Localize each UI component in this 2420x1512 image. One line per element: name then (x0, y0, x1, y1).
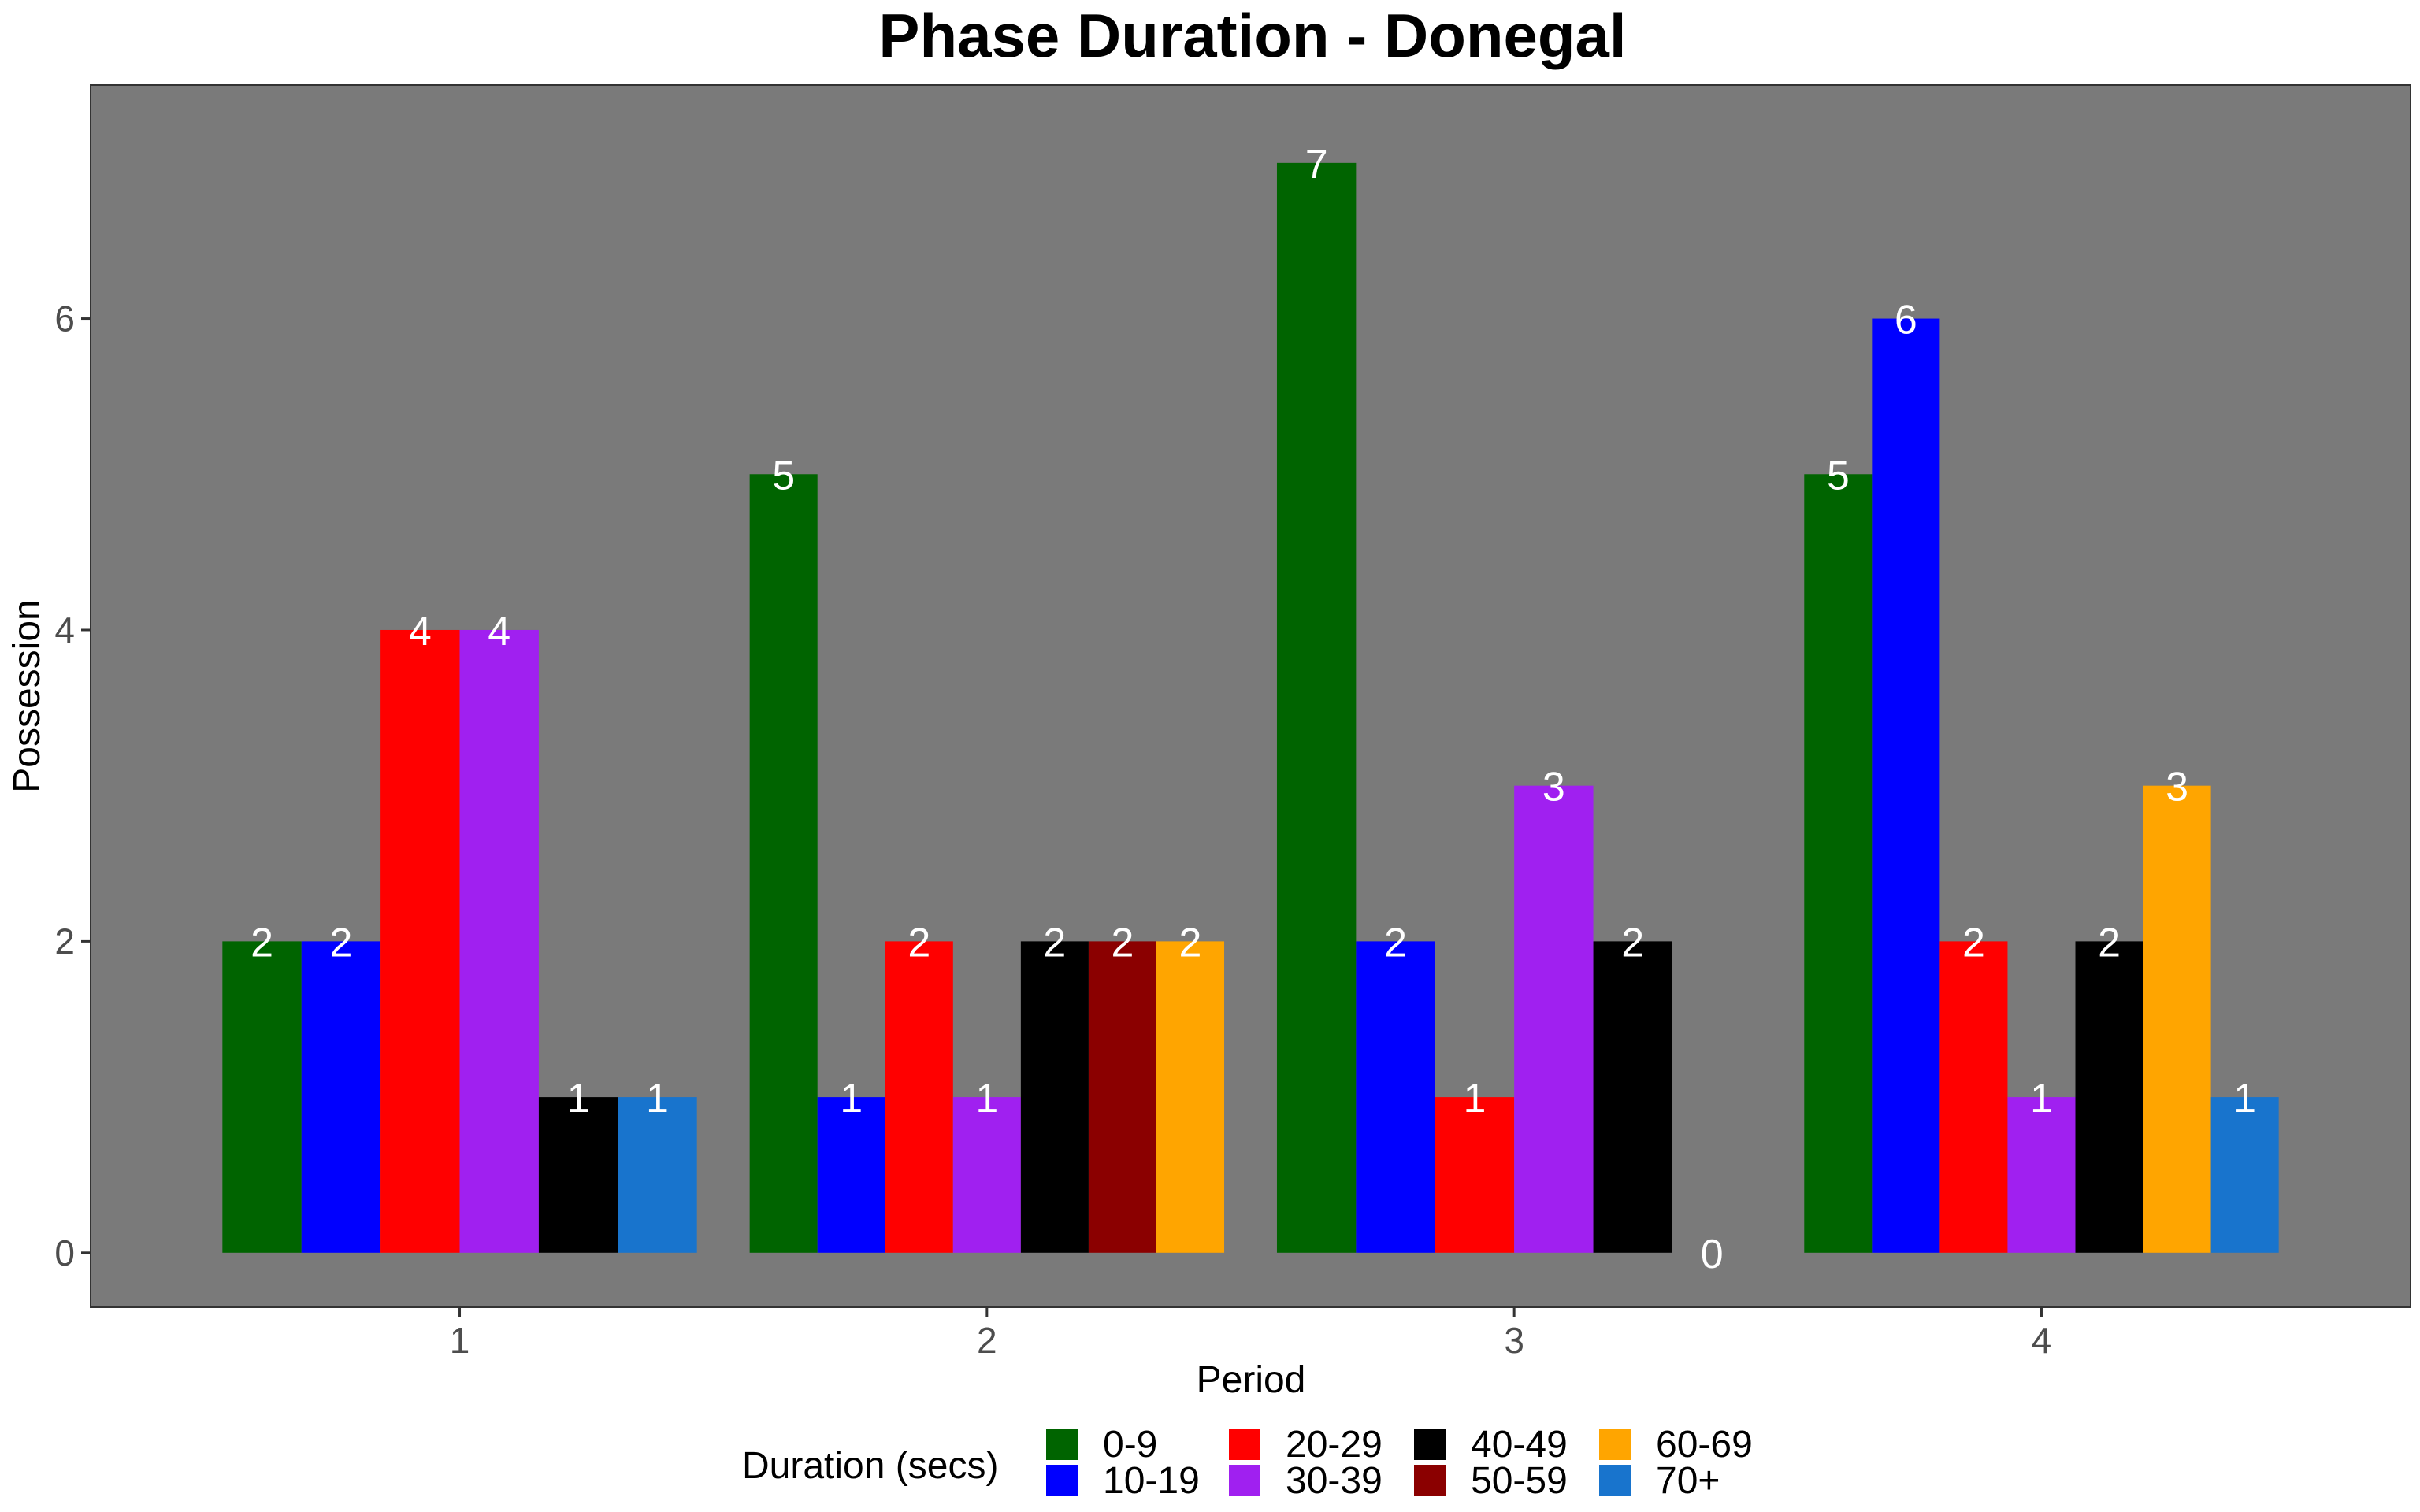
bar-period-1-30-39 (459, 629, 539, 1253)
bar-label-period-2-20-29: 2 (908, 920, 930, 965)
bar-label-period-1-70+: 1 (646, 1076, 669, 1121)
legend-key-40-49 (1414, 1429, 1446, 1460)
bar-period-2-20-29 (885, 941, 953, 1253)
bar-label-period-3-10-19: 2 (1384, 920, 1407, 965)
x-axis-title: Period (1197, 1359, 1306, 1401)
bar-period-4-60-69 (2143, 785, 2211, 1253)
legend-label-70+: 70+ (1656, 1460, 1720, 1502)
bar-period-4-10-19 (1872, 318, 1940, 1253)
bar-label-period-4-60-69: 3 (2166, 765, 2188, 810)
y-axis: 0 2 4 6 (54, 298, 91, 1273)
bar-label-period-3-30-39: 3 (1542, 765, 1565, 810)
bar-period-1-20-29 (380, 629, 460, 1253)
bar-period-4-30-39 (2007, 1097, 2076, 1253)
legend-label-0-9: 0-9 (1103, 1424, 1157, 1466)
bar-label-period-2-30-39: 1 (975, 1076, 998, 1121)
legend-key-10-19 (1046, 1465, 1078, 1496)
bar-period-3-40-49 (1593, 941, 1672, 1253)
bar-label-period-1-10-19: 2 (329, 920, 352, 965)
bar-label-period-4-20-29: 2 (1962, 920, 1985, 965)
bar-period-2-30-39 (952, 1097, 1021, 1253)
chart-title: Phase Duration - Donegal (878, 1, 1626, 70)
legend-key-50-59 (1414, 1465, 1446, 1496)
bar-period-4-70+ (2210, 1097, 2279, 1253)
bars-layer (222, 162, 2279, 1253)
legend-label-60-69: 60-69 (1656, 1424, 1753, 1466)
legend-key-60-69 (1599, 1429, 1631, 1460)
x-tick-label: 4 (2032, 1320, 2052, 1361)
bar-label-period-1-40-49: 1 (567, 1076, 590, 1121)
legend-label-10-19: 10-19 (1103, 1460, 1200, 1502)
bar-label-period-3-20-29: 1 (1463, 1076, 1486, 1121)
x-tick-label: 3 (1504, 1320, 1524, 1361)
bar-period-1-70+ (618, 1097, 697, 1253)
y-tick-label: 0 (54, 1232, 75, 1273)
bar-period-4-0-9 (1804, 474, 1873, 1253)
bar-label-period-4-10-19: 6 (1895, 298, 1917, 343)
bar-label-period-1-30-39: 4 (488, 609, 510, 654)
bar-label-period-3-40-49: 2 (1621, 920, 1644, 965)
bar-period-2-40-49 (1020, 941, 1089, 1253)
legend-label-30-39: 30-39 (1286, 1460, 1383, 1502)
bar-label-period-3-0-9: 7 (1305, 142, 1328, 187)
y-tick-label: 2 (54, 921, 75, 962)
legend-label-20-29: 20-29 (1286, 1424, 1383, 1466)
bar-period-2-60-69 (1156, 941, 1225, 1253)
bar-label-period-4-30-39: 1 (2030, 1076, 2053, 1121)
bar-label-period-3-70+: 0 (1701, 1232, 1724, 1277)
x-tick-label: 1 (450, 1320, 470, 1361)
x-axis: 1 2 3 4 (450, 1307, 2052, 1361)
bar-period-1-40-49 (538, 1097, 618, 1253)
legend-label-50-59: 50-59 (1471, 1460, 1568, 1502)
bar-period-4-40-49 (2075, 941, 2143, 1253)
bar-label-period-4-70+: 1 (2233, 1076, 2256, 1121)
bar-label-period-4-40-49: 2 (2098, 920, 2121, 965)
legend-key-0-9 (1046, 1429, 1078, 1460)
bar-label-period-2-60-69: 2 (1179, 920, 1202, 965)
legend-key-70+ (1599, 1465, 1631, 1496)
bar-label-period-2-10-19: 1 (840, 1076, 863, 1121)
bar-period-3-10-19 (1356, 941, 1435, 1253)
bar-label-period-2-50-59: 2 (1111, 920, 1134, 965)
legend-key-20-29 (1229, 1429, 1260, 1460)
y-tick-label: 4 (54, 610, 75, 650)
bar-period-2-10-19 (817, 1097, 885, 1253)
legend-label-40-49: 40-49 (1471, 1424, 1568, 1466)
bar-period-4-20-29 (1939, 941, 2008, 1253)
bar-period-3-0-9 (1276, 162, 1357, 1253)
bar-period-2-50-59 (1088, 941, 1156, 1253)
bar-label-period-2-0-9: 5 (772, 453, 795, 498)
bar-label-period-1-20-29: 4 (409, 609, 432, 654)
bar-period-3-20-29 (1435, 1097, 1515, 1253)
legend-title: Duration (secs) (742, 1445, 998, 1487)
bar-period-3-30-39 (1514, 785, 1594, 1253)
y-tick-label: 6 (54, 298, 75, 339)
legend-key-30-39 (1229, 1465, 1260, 1496)
bar-period-1-10-19 (301, 941, 381, 1253)
y-axis-title: Possession (6, 599, 48, 792)
x-tick-label: 2 (977, 1320, 997, 1361)
bar-label-period-4-0-9: 5 (1827, 453, 1850, 498)
bar-period-2-0-9 (749, 474, 818, 1253)
bar-label-period-1-0-9: 2 (251, 920, 273, 965)
bar-label-period-2-40-49: 2 (1043, 920, 1066, 965)
bar-period-1-0-9 (222, 941, 302, 1253)
